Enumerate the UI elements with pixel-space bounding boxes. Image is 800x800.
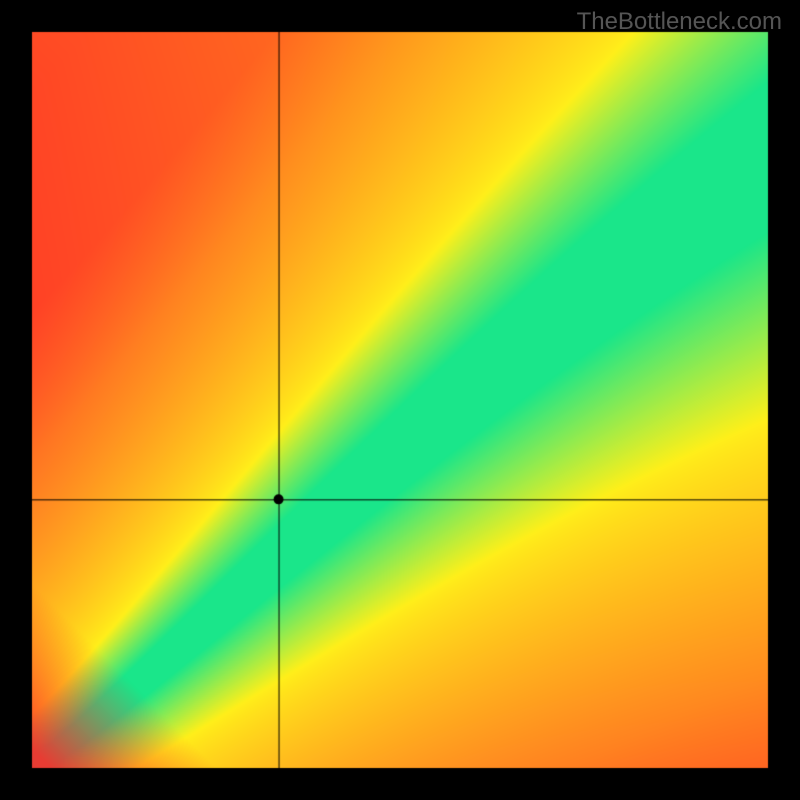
watermark-text: TheBottleneck.com xyxy=(577,8,782,36)
chart-container: TheBottleneck.com xyxy=(0,0,800,800)
bottleneck-heatmap xyxy=(0,0,800,800)
